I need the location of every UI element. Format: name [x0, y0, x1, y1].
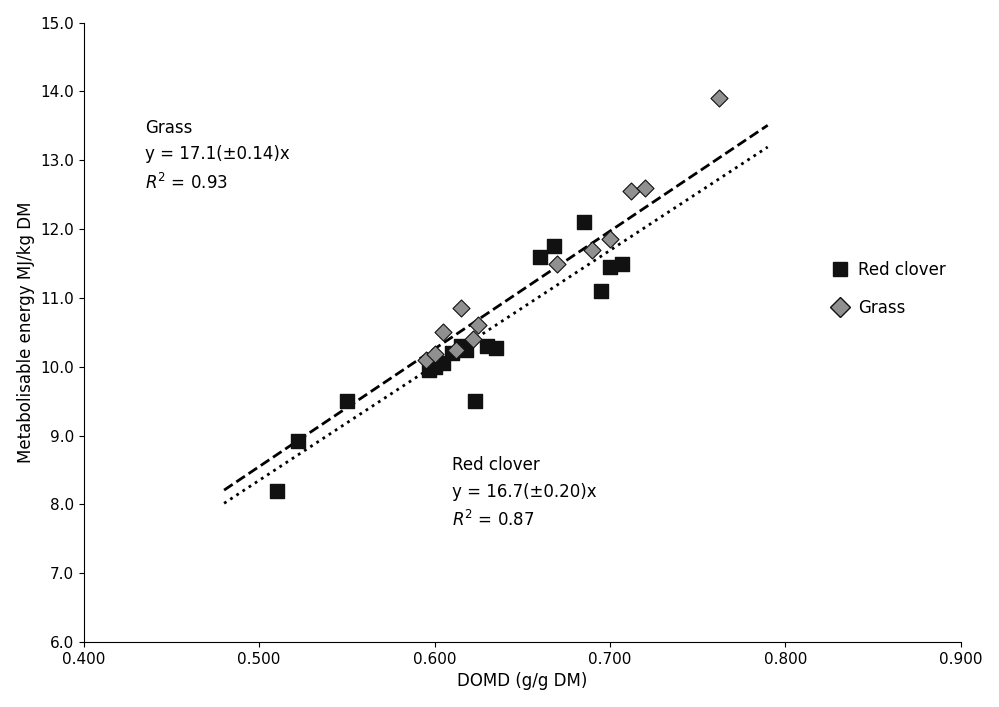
Red clover [575, 216, 591, 228]
Red clover [436, 358, 452, 369]
Grass [623, 186, 639, 197]
Grass [637, 182, 653, 194]
Legend: Red clover, Grass: Red clover, Grass [824, 255, 952, 324]
Y-axis label: Metabolisable energy MJ/kg DM: Metabolisable energy MJ/kg DM [17, 201, 35, 463]
Red clover [601, 262, 617, 273]
Red clover [427, 361, 443, 373]
Grass [418, 354, 434, 366]
Red clover [269, 485, 285, 496]
Grass [710, 93, 726, 104]
Grass [427, 349, 443, 360]
Grass [466, 334, 482, 345]
Grass [448, 344, 464, 355]
Red clover [545, 240, 561, 252]
Red clover [488, 342, 503, 354]
X-axis label: DOMD (g/g DM): DOMD (g/g DM) [457, 672, 587, 690]
Grass [453, 303, 469, 314]
Grass [584, 244, 600, 255]
Red clover [531, 251, 547, 262]
Grass [471, 320, 487, 331]
Red clover [480, 341, 496, 352]
Red clover [467, 395, 483, 407]
Red clover [339, 395, 355, 407]
Grass [549, 258, 565, 269]
Text: Grass
y = 17.1(±0.14)x
$\mathit{R}^2$ = 0.93: Grass y = 17.1(±0.14)x $\mathit{R}^2$ = … [145, 119, 290, 193]
Text: Red clover
y = 16.7(±0.20)x
$\mathit{R}^2$ = 0.87: Red clover y = 16.7(±0.20)x $\mathit{R}^… [453, 456, 596, 530]
Grass [601, 234, 617, 245]
Red clover [459, 344, 475, 355]
Red clover [593, 286, 609, 297]
Red clover [290, 436, 306, 447]
Grass [436, 327, 452, 338]
Red clover [614, 258, 630, 269]
Red clover [453, 341, 469, 352]
Red clover [422, 365, 438, 376]
Red clover [445, 347, 461, 358]
